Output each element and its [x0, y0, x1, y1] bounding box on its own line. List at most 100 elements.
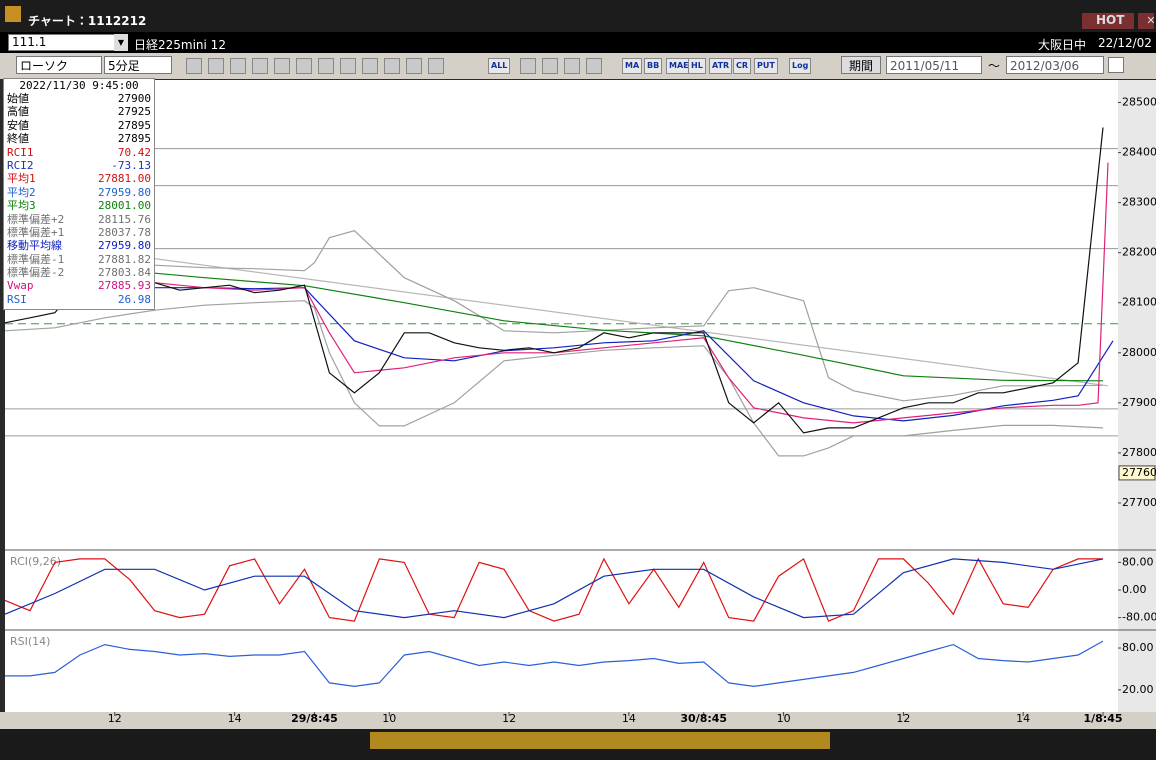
y-tick-label: 27700 [1122, 496, 1156, 509]
info-value: 27900 [117, 92, 151, 105]
dropdown-arrow[interactable]: ▼ [114, 34, 128, 51]
series-line [5, 640, 1104, 688]
info-row: RCI1 70.42 [4, 146, 154, 159]
code-input[interactable]: 111.1 [8, 34, 116, 51]
info-label: RCI1 [7, 145, 34, 159]
period-button[interactable]: 期間 [841, 56, 881, 74]
info-row: Vwap 27885.93 [4, 279, 154, 292]
x-tick-label: 14 [1016, 712, 1030, 725]
info-value: 27881.82 [98, 252, 151, 266]
series-line [4, 300, 1104, 457]
info-row: 標準偏差+1 28037.78 [4, 226, 154, 239]
tool-icon[interactable] [296, 58, 312, 74]
info-label: 平均2 [7, 185, 36, 199]
series-line [4, 558, 1104, 619]
x-tick-label: 14 [228, 712, 242, 725]
to-date[interactable]: 2012/03/06 [1006, 56, 1104, 74]
interval-select[interactable]: 5分足 [104, 56, 172, 74]
info-label: 標準偏差-2 [7, 266, 65, 280]
info-label: 標準偏差+2 [7, 212, 65, 226]
info-label: Vwap [7, 279, 34, 293]
icon-group [520, 58, 602, 74]
info-value: 28115.76 [98, 212, 151, 226]
info-row: 平均1 27881.00 [4, 172, 154, 185]
tool-icon[interactable] [186, 58, 202, 74]
tool-button[interactable]: ALL [488, 58, 511, 74]
series-line [4, 258, 1104, 382]
x-tick-label: 29/8:45 [291, 712, 338, 725]
info-row: 標準偏差-2 27803.84 [4, 266, 154, 279]
tool-icon[interactable] [230, 58, 246, 74]
tool-icon[interactable] [362, 58, 378, 74]
info-row: 始値 27900 [4, 92, 154, 105]
title-bar [0, 0, 1156, 32]
tool-icon[interactable] [318, 58, 334, 74]
tool-button[interactable]: PUT [754, 58, 778, 74]
tool-icon[interactable] [340, 58, 356, 74]
last-price-label: 27760 [1122, 466, 1156, 479]
from-date[interactable]: 2011/05/11 [886, 56, 982, 74]
y-tick-label: 80.00 [1122, 641, 1154, 654]
info-label: 平均3 [7, 199, 36, 213]
tool-icon[interactable] [252, 58, 268, 74]
tool-icon[interactable] [428, 58, 444, 74]
info-row: 終値 27895 [4, 132, 154, 145]
info-label: 標準偏差+1 [7, 225, 65, 239]
series-line [4, 557, 1103, 622]
tool-icon[interactable] [384, 58, 400, 74]
x-tick-label: 30/8:45 [680, 712, 727, 725]
x-tick-label: 12 [896, 712, 910, 725]
tool-icon[interactable] [542, 58, 558, 74]
info-value: -73.13 [111, 158, 151, 172]
x-tick-label: 1/8:45 [1084, 712, 1123, 725]
tool-button[interactable]: Log [789, 58, 812, 74]
y-tick-label: 20.00 [1122, 683, 1154, 696]
y-tick-label: 80.00 [1122, 555, 1154, 568]
info-row: RCI2 -73.13 [4, 159, 154, 172]
scroller-thumb[interactable] [370, 732, 830, 749]
info-value: 27881.00 [98, 172, 151, 186]
last-price-box [1118, 465, 1156, 481]
y-tick-label: 28300 [1122, 196, 1156, 209]
tool-button[interactable]: BB [644, 58, 663, 74]
tool-icon[interactable] [208, 58, 224, 74]
checkbox[interactable] [1108, 57, 1124, 73]
tool-icon[interactable] [586, 58, 602, 74]
tool-icon[interactable] [520, 58, 536, 74]
info-value: 28001.00 [98, 199, 151, 213]
info-value: 27885.93 [98, 279, 151, 293]
y-tick-label: 0.00 [1122, 583, 1147, 596]
x-tick-label: 12 [502, 712, 516, 725]
info-value: 27959.80 [98, 185, 151, 199]
hot-button[interactable] [1082, 13, 1134, 29]
panel-title: RSI(14) [10, 635, 50, 648]
x-tick-label: 10 [382, 712, 396, 725]
tool-icon[interactable] [274, 58, 290, 74]
tool-button[interactable]: CR [733, 58, 752, 74]
info-row: 標準偏差+2 28115.76 [4, 213, 154, 226]
info-row: 高値 27925 [4, 105, 154, 118]
y-tick-label: 27900 [1122, 396, 1156, 409]
info-panel: 2022/11/30 9:45:00 始値 27900 高値 27925 安値 27895… [3, 78, 155, 310]
tool-button[interactable]: MA [622, 58, 643, 74]
tilde: ～ [988, 59, 1001, 73]
close-button[interactable] [1138, 13, 1154, 29]
series-line [4, 127, 1104, 434]
tool-button[interactable]: HL [688, 58, 706, 74]
y-tick-label: -80.00 [1122, 611, 1156, 624]
app-icon [5, 6, 21, 22]
x-tick-label: 10 [777, 712, 791, 725]
market: 大阪日中 [1038, 38, 1087, 52]
info-row: 平均2 27959.80 [4, 186, 154, 199]
info-label: RSI [7, 292, 27, 306]
tool-button[interactable]: ATR [709, 58, 733, 74]
info-value: 28037.78 [98, 225, 151, 239]
tool-icon[interactable] [564, 58, 580, 74]
hot-label[interactable]: HOT [1096, 13, 1125, 27]
tool-icon[interactable] [406, 58, 422, 74]
style-select[interactable]: ローソク [16, 56, 102, 74]
info-row: RSI 26.98 [4, 293, 154, 306]
info-value: 27959.80 [98, 239, 151, 253]
panel-title: RCI(9,26) [10, 555, 61, 568]
info-value: 27925 [117, 105, 151, 119]
